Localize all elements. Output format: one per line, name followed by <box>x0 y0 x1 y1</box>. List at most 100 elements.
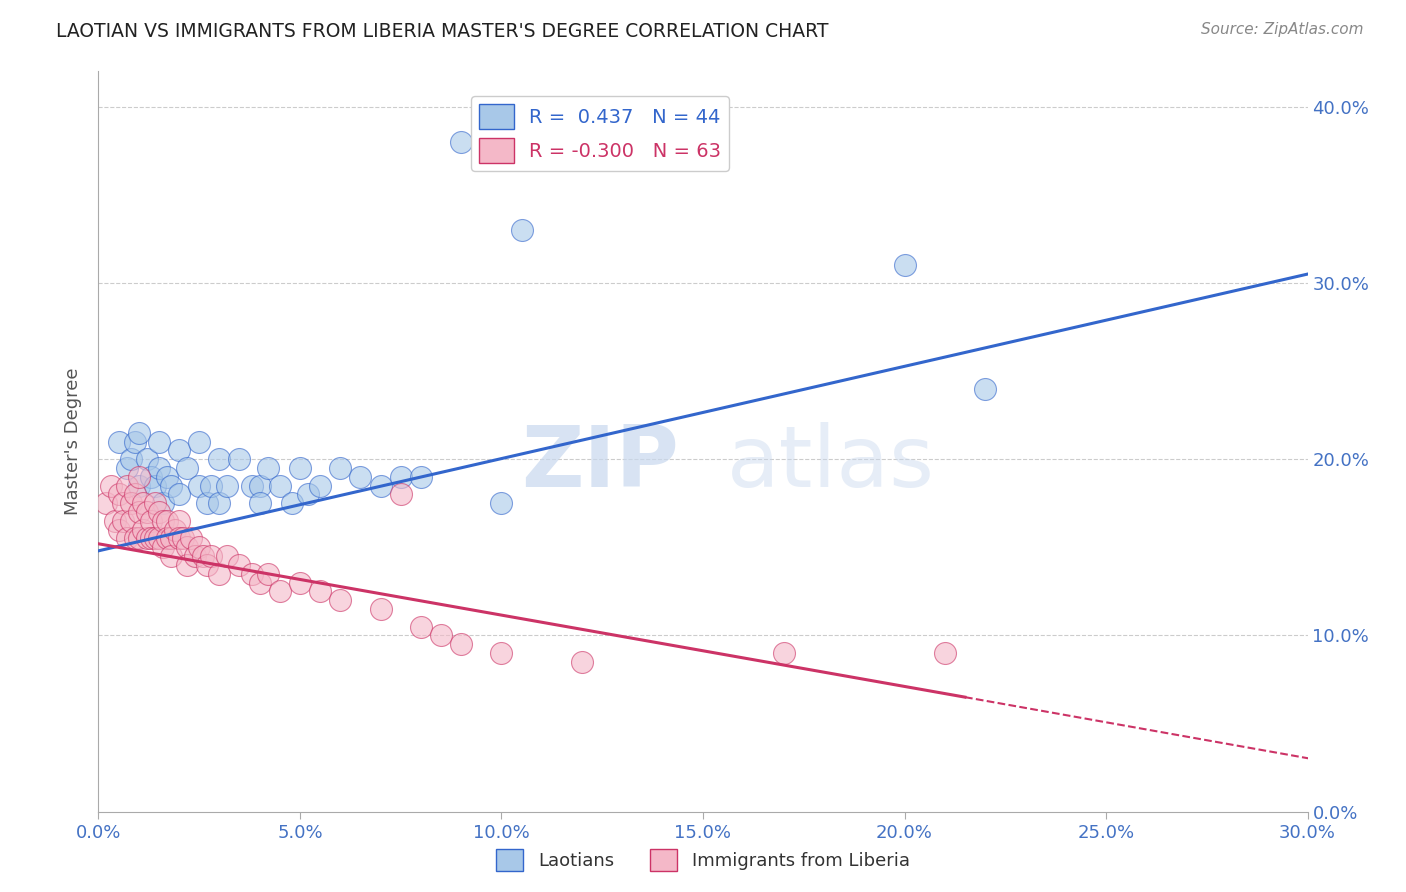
Point <box>120 452 142 467</box>
Point <box>195 496 218 510</box>
Point <box>188 541 211 555</box>
Point <box>176 541 198 555</box>
Point <box>148 532 170 546</box>
Point <box>152 514 174 528</box>
Point <box>148 434 170 449</box>
Point <box>934 646 956 660</box>
Point <box>152 541 174 555</box>
Point <box>450 135 472 149</box>
Point <box>167 443 190 458</box>
Point <box>249 478 271 492</box>
Point <box>107 487 129 501</box>
Point <box>370 602 392 616</box>
Point <box>893 258 915 272</box>
Point <box>188 434 211 449</box>
Point <box>120 496 142 510</box>
Point <box>167 514 190 528</box>
Point <box>172 532 194 546</box>
Point <box>256 566 278 581</box>
Point <box>96 496 118 510</box>
Point <box>115 532 138 546</box>
Point <box>132 496 155 510</box>
Point <box>571 655 593 669</box>
Point <box>176 461 198 475</box>
Point <box>128 425 150 440</box>
Point <box>124 532 146 546</box>
Point <box>124 487 146 501</box>
Point <box>193 549 215 563</box>
Point <box>491 496 513 510</box>
Point <box>450 637 472 651</box>
Point <box>124 434 146 449</box>
Point <box>228 558 250 572</box>
Point <box>249 496 271 510</box>
Text: ZIP: ZIP <box>522 422 679 505</box>
Y-axis label: Master's Degree: Master's Degree <box>65 368 83 516</box>
Point <box>309 584 332 599</box>
Point <box>349 470 371 484</box>
Point <box>128 470 150 484</box>
Point <box>309 478 332 492</box>
Point <box>329 461 352 475</box>
Point <box>256 461 278 475</box>
Point <box>128 505 150 519</box>
Point <box>249 575 271 590</box>
Point <box>772 646 794 660</box>
Point <box>974 382 997 396</box>
Point <box>430 628 453 642</box>
Point <box>409 470 432 484</box>
Point <box>120 514 142 528</box>
Point <box>163 523 186 537</box>
Point <box>208 452 231 467</box>
Point <box>135 532 157 546</box>
Point <box>152 496 174 510</box>
Point <box>195 558 218 572</box>
Point <box>107 434 129 449</box>
Point <box>288 575 311 590</box>
Point <box>160 478 183 492</box>
Point <box>269 478 291 492</box>
Point <box>176 558 198 572</box>
Point <box>143 478 166 492</box>
Point <box>103 514 125 528</box>
Point <box>167 532 190 546</box>
Point <box>143 496 166 510</box>
Point <box>100 478 122 492</box>
Point <box>329 593 352 607</box>
Point <box>208 566 231 581</box>
Point <box>188 478 211 492</box>
Point <box>135 452 157 467</box>
Point <box>135 505 157 519</box>
Point <box>217 549 239 563</box>
Point <box>148 461 170 475</box>
Point <box>115 478 138 492</box>
Point <box>132 523 155 537</box>
Point <box>389 487 412 501</box>
Point <box>269 584 291 599</box>
Point <box>143 532 166 546</box>
Point <box>148 505 170 519</box>
Point <box>139 514 162 528</box>
Point <box>180 532 202 546</box>
Point <box>389 470 412 484</box>
Point <box>107 523 129 537</box>
Text: Source: ZipAtlas.com: Source: ZipAtlas.com <box>1201 22 1364 37</box>
Point <box>200 478 222 492</box>
Point <box>156 514 179 528</box>
Point <box>491 646 513 660</box>
Point <box>139 532 162 546</box>
Point <box>240 566 263 581</box>
Point <box>184 549 207 563</box>
Text: LAOTIAN VS IMMIGRANTS FROM LIBERIA MASTER'S DEGREE CORRELATION CHART: LAOTIAN VS IMMIGRANTS FROM LIBERIA MASTE… <box>56 22 828 41</box>
Point <box>510 223 533 237</box>
Point <box>167 487 190 501</box>
Legend: R =  0.437   N = 44, R = -0.300   N = 63: R = 0.437 N = 44, R = -0.300 N = 63 <box>471 95 728 171</box>
Point <box>111 514 134 528</box>
Point <box>160 549 183 563</box>
Point <box>370 478 392 492</box>
Point <box>160 532 183 546</box>
Point <box>409 619 432 633</box>
Point <box>208 496 231 510</box>
Point <box>217 478 239 492</box>
Point <box>128 532 150 546</box>
